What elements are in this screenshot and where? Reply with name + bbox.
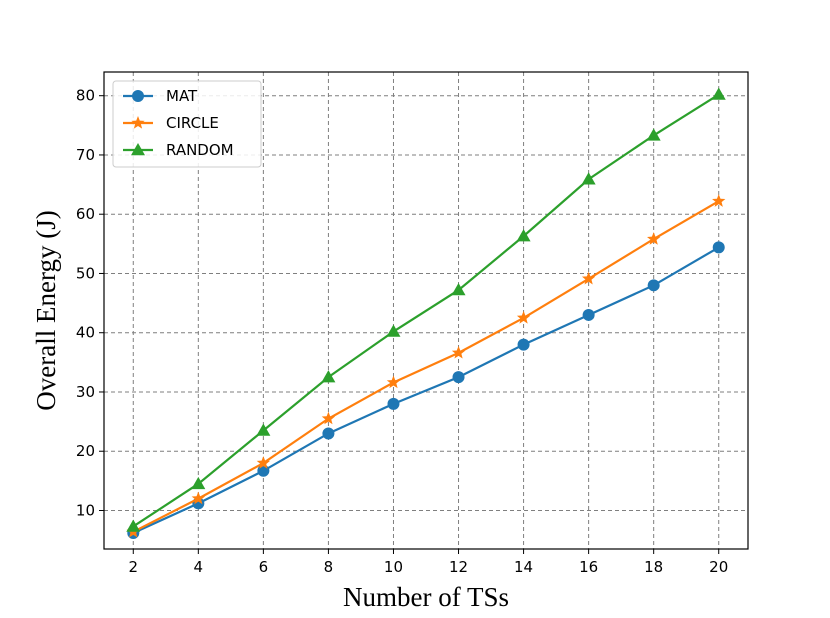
x-tick-label: 10 bbox=[384, 558, 403, 576]
series-mat bbox=[127, 241, 725, 540]
x-axis-title: Number of TSs bbox=[343, 582, 509, 612]
x-tick-label: 18 bbox=[644, 558, 663, 576]
data-point-random bbox=[646, 128, 661, 141]
data-point-circle bbox=[712, 194, 726, 207]
legend-label-mat: MAT bbox=[166, 87, 198, 105]
x-tick-label: 2 bbox=[128, 558, 138, 576]
data-point-mat bbox=[582, 308, 595, 321]
data-point-mat bbox=[712, 241, 725, 254]
x-tick-label: 6 bbox=[259, 558, 269, 576]
x-tick-label: 12 bbox=[449, 558, 468, 576]
data-point-mat bbox=[452, 371, 465, 384]
data-point-random bbox=[321, 370, 336, 383]
data-point-circle bbox=[386, 375, 401, 389]
data-point-circle bbox=[451, 345, 466, 359]
legend-label-circle: CIRCLE bbox=[166, 114, 219, 132]
y-tick-label: 80 bbox=[76, 87, 95, 105]
x-tick-label: 16 bbox=[579, 558, 598, 576]
data-point-circle bbox=[647, 232, 661, 245]
series-line-circle bbox=[132, 200, 720, 533]
y-tick-label: 70 bbox=[76, 146, 95, 164]
y-axis-title: Overall Energy (J) bbox=[31, 210, 61, 410]
data-point-mat bbox=[322, 427, 335, 440]
data-point-circle bbox=[321, 411, 336, 425]
axis-ticks: 2 4 6 8 10 12 14 16 18 20 10 20 30 40 50 60 70 80 bbox=[76, 87, 728, 576]
data-point-random bbox=[126, 519, 141, 532]
legend: MAT CIRCLE RANDOM bbox=[112, 80, 262, 168]
y-tick-label: 30 bbox=[76, 383, 95, 401]
data-point-random bbox=[451, 283, 466, 296]
y-tick-label: 20 bbox=[76, 442, 95, 460]
legend-marker-circle bbox=[131, 116, 145, 129]
data-point-mat bbox=[647, 279, 660, 292]
y-tick-label: 50 bbox=[76, 264, 95, 282]
data-point-random bbox=[191, 476, 206, 490]
data-point-random bbox=[256, 423, 271, 436]
y-tick-label: 10 bbox=[76, 501, 95, 519]
series-line-random bbox=[132, 93, 720, 528]
x-tick-label: 20 bbox=[709, 558, 728, 576]
series-line-mat bbox=[132, 246, 720, 535]
series-circle bbox=[126, 194, 726, 538]
plot-frame bbox=[103, 71, 749, 550]
series-random bbox=[126, 87, 726, 532]
data-point-random bbox=[711, 87, 726, 100]
legend-marker-mat bbox=[132, 90, 144, 102]
data-point-circle bbox=[191, 491, 205, 505]
data-point-random bbox=[516, 229, 531, 242]
x-tick-label: 8 bbox=[324, 558, 334, 576]
y-tick-label: 40 bbox=[76, 324, 95, 342]
x-tick-label: 14 bbox=[514, 558, 533, 576]
data-point-mat bbox=[517, 338, 530, 351]
legend-label-random: RANDOM bbox=[166, 141, 234, 159]
x-tick-label: 4 bbox=[194, 558, 204, 576]
legend-box bbox=[112, 80, 262, 168]
data-point-random bbox=[581, 172, 596, 185]
data-point-circle bbox=[581, 271, 596, 285]
data-point-random bbox=[386, 324, 401, 337]
y-tick-label: 60 bbox=[76, 205, 95, 223]
series-layer bbox=[126, 87, 726, 540]
data-point-circle bbox=[516, 310, 531, 324]
legend-marker-random bbox=[131, 143, 145, 156]
data-point-mat bbox=[387, 397, 400, 410]
data-point-circle bbox=[256, 456, 271, 469]
